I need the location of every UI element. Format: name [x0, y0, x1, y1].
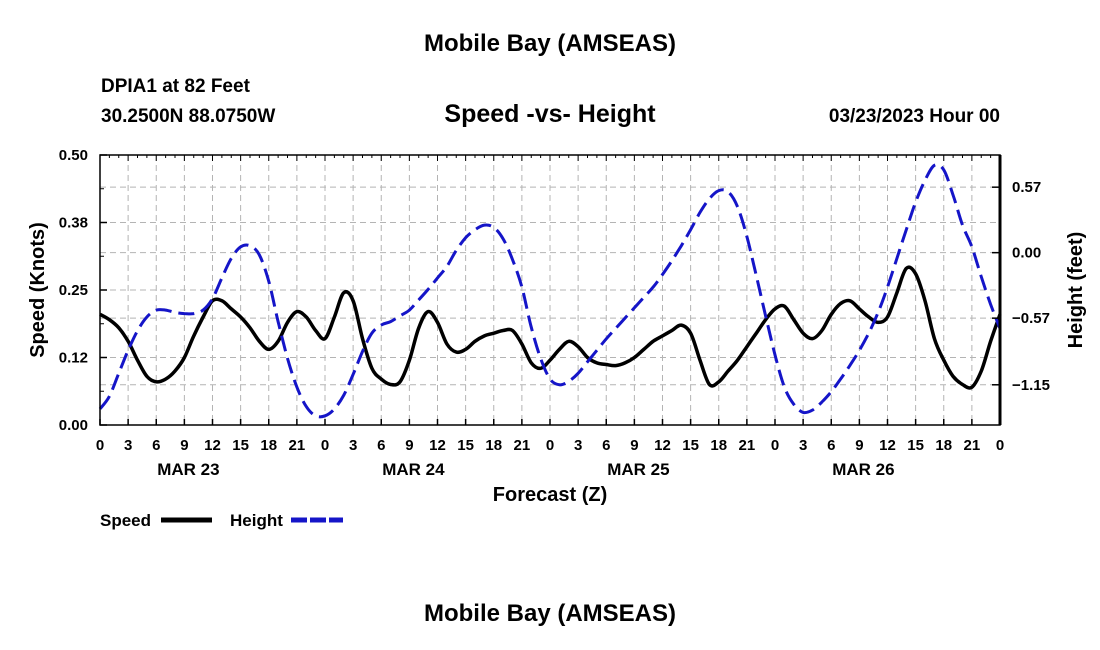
x-tick-label: 0 — [321, 437, 329, 454]
forecast-datetime: 03/23/2023 Hour 00 — [828, 106, 1000, 127]
x-tick-label: 15 — [232, 437, 249, 454]
x-tick-label: 12 — [654, 437, 671, 454]
y2-tick-label: 0.00 — [1012, 245, 1041, 262]
y-tick-label: 0.50 — [59, 147, 88, 164]
x-tick-label: 21 — [289, 437, 306, 454]
x-tick-label: 0 — [96, 437, 104, 454]
y-axis-label: Speed (Knots) — [27, 222, 49, 358]
y-tick-label: 0.00 — [59, 417, 88, 434]
legend-speed-label: Speed — [100, 511, 151, 530]
x-tick-label: 21 — [739, 437, 756, 454]
y2-tick-label: −0.57 — [1012, 310, 1050, 327]
x-tick-label: 9 — [630, 437, 638, 454]
station-name: DPIA1 at 82 Feet — [101, 76, 250, 97]
x-tick-label: 0 — [996, 437, 1004, 454]
height-series-line — [98, 163, 1002, 419]
x-tick-label: 3 — [574, 437, 582, 454]
x-tick-label: 18 — [260, 437, 277, 454]
bottom-title: Mobile Bay (AMSEAS) — [423, 600, 677, 627]
x-tick-label: 6 — [602, 437, 610, 454]
station-coords: 30.2500N 88.0750W — [101, 106, 276, 127]
x-tick-label: 18 — [485, 437, 502, 454]
y2-tick-label: 0.57 — [1012, 179, 1041, 196]
x-tick-label: 0 — [771, 437, 779, 454]
speed-series-line — [99, 265, 1002, 390]
page-title: Mobile Bay (AMSEAS) — [423, 30, 677, 57]
x-axis-label: Forecast (Z) — [493, 484, 607, 506]
x-tick-label: 6 — [152, 437, 160, 454]
x-tick-label: 3 — [124, 437, 132, 454]
day-label: MAR 23 — [157, 460, 219, 479]
x-tick-label: 12 — [879, 437, 896, 454]
y2-tick-label: −1.15 — [1012, 377, 1050, 394]
x-tick-label: 9 — [405, 437, 413, 454]
x-tick-label: 15 — [682, 437, 699, 454]
x-tick-label: 6 — [377, 437, 385, 454]
x-tick-label: 9 — [180, 437, 188, 454]
x-tick-label: 3 — [799, 437, 807, 454]
x-tick-label: 18 — [935, 437, 952, 454]
speed-height-chart: 0 3 6 9 12 15 18 21 0 3 6 9 12 15 18 21 0 3 6 9 12 15 18 21 0 3 6 9… — [27, 147, 1087, 530]
x-tick-label: 12 — [429, 437, 446, 454]
y-tick-label: 0.38 — [59, 215, 88, 232]
chart-title: Speed -vs- Height — [444, 100, 656, 128]
legend-height-label: Height — [230, 511, 283, 530]
y-tick-label: 0.25 — [59, 282, 88, 299]
x-tick-label: 15 — [457, 437, 474, 454]
day-label: MAR 25 — [607, 460, 669, 479]
x-tick-label: 12 — [204, 437, 221, 454]
y-tick-label: 0.12 — [59, 350, 88, 367]
x-tick-label: 3 — [349, 437, 357, 454]
y2-axis-label: Height (feet) — [1065, 232, 1087, 349]
x-tick-label: 21 — [514, 437, 531, 454]
x-tick-label: 18 — [710, 437, 727, 454]
x-tick-label: 21 — [964, 437, 981, 454]
x-tick-label: 9 — [855, 437, 863, 454]
day-label: MAR 24 — [382, 460, 445, 479]
x-tick-label: 6 — [827, 437, 835, 454]
x-tick-label: 15 — [907, 437, 924, 454]
x-tick-label: 0 — [546, 437, 554, 454]
day-label: MAR 26 — [832, 460, 894, 479]
